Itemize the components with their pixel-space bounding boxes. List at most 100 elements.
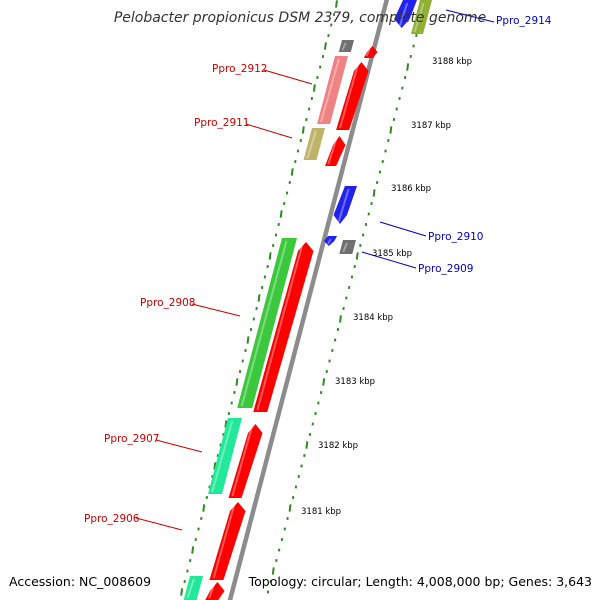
gene-2910 xyxy=(333,186,357,224)
gene-2909-a-shape xyxy=(323,236,337,246)
leader-ppro_2908 xyxy=(191,303,241,317)
label-leader-lines xyxy=(135,9,495,531)
gene-2914-b xyxy=(411,0,432,34)
gene-2914-highlight xyxy=(398,2,409,27)
gene-gray-top-highlight xyxy=(341,42,347,51)
ruler-dot xyxy=(257,294,261,302)
cds-2911 xyxy=(325,136,346,166)
cds-2907-shape xyxy=(228,424,263,498)
gene-features xyxy=(183,0,432,600)
cds-2908 xyxy=(253,242,314,412)
ruler-tick-label: 3187 kbp xyxy=(411,121,451,131)
gene-label-ppro_2910: Ppro_2910 xyxy=(428,231,483,243)
gene-2911 xyxy=(303,128,325,160)
gene-2908 xyxy=(237,238,297,408)
gene-label-ppro_2914: Ppro_2914 xyxy=(496,15,552,27)
gene-2912-highlight xyxy=(320,58,340,123)
accession-label: Accession: NC_008609 xyxy=(9,574,152,589)
ruler-tick-label: 3184 kbp xyxy=(353,313,393,323)
ruler-tick-label: 3181 kbp xyxy=(301,507,341,517)
ruler-dot xyxy=(268,252,272,260)
gene-2911-shape xyxy=(303,128,325,160)
ruler-dot xyxy=(180,588,184,596)
gene-2905 xyxy=(183,576,203,600)
ruler-dot xyxy=(288,504,292,512)
gene-gray-top xyxy=(338,40,354,52)
ruler-dot xyxy=(406,63,410,71)
ruler-tick-label: 3185 kbp xyxy=(372,249,412,259)
ruler-dot xyxy=(235,378,239,386)
cds-2907 xyxy=(228,424,263,498)
gene-label-ppro_2909: Ppro_2909 xyxy=(418,263,473,275)
ruler-dot xyxy=(372,189,376,197)
gene-2910-shape xyxy=(333,186,357,224)
ruler-tick-label: 3188 kbp xyxy=(432,57,472,67)
map-title: Pelobacter propionicus DSM 2379, complet… xyxy=(113,10,487,26)
ruler-dot xyxy=(312,84,316,92)
cds-2906-highlight xyxy=(212,504,236,579)
gene-2909-shape xyxy=(339,240,356,254)
gene-2905-shape xyxy=(183,576,203,600)
backbone xyxy=(227,0,390,600)
gene-2912-shape xyxy=(317,56,348,124)
gene-2909-a xyxy=(323,236,337,246)
gene-2914-b-highlight xyxy=(413,2,425,33)
leader-ppro_2914 xyxy=(445,9,495,23)
ruler-tick-labels: 3188 kbp 3187 kbp 3186 kbp 3185 kbp 3184 kbp… xyxy=(301,57,472,517)
gene-2914 xyxy=(394,0,417,28)
cds-2912-a-shape xyxy=(363,46,378,58)
ruler-dot xyxy=(322,378,326,386)
gene-2907-highlight xyxy=(211,420,234,493)
cds-2907-highlight xyxy=(231,426,253,497)
gene-2907 xyxy=(207,418,242,494)
ruler-dot xyxy=(191,546,195,554)
gene-label-ppro_2911: Ppro_2911 xyxy=(194,117,249,129)
cds-2912-shape xyxy=(336,62,369,130)
cds-2905-highlight xyxy=(208,584,215,599)
gene-2908-highlight xyxy=(240,240,288,407)
ruler-dot xyxy=(339,315,342,323)
gene-2909-a-highlight xyxy=(327,238,332,245)
ruler-dots xyxy=(180,0,426,596)
backbone-line xyxy=(227,0,390,600)
leader-ppro_2912 xyxy=(263,69,313,85)
gene-2910-highlight xyxy=(337,188,350,223)
gene-gray-top-shape xyxy=(338,40,354,52)
cds-2912-a xyxy=(363,46,378,58)
cds-2905-shape xyxy=(205,582,225,600)
ruler-dot xyxy=(271,567,275,575)
gene-label-ppro_2908: Ppro_2908 xyxy=(140,297,195,309)
ruler-dot xyxy=(389,126,393,134)
cds-2912 xyxy=(336,62,369,130)
ruler-dot xyxy=(202,504,206,512)
ruler-dot xyxy=(290,168,294,176)
ruler-dot xyxy=(246,336,250,344)
genome-summary: Topology: circular; Length: 4,008,000 bp… xyxy=(248,574,592,589)
gene-2905-highlight xyxy=(186,578,195,599)
gene-label-ppro_2906: Ppro_2906 xyxy=(84,513,140,525)
outer-ruler xyxy=(266,0,426,594)
cds-2905 xyxy=(205,582,225,600)
ruler-dot xyxy=(279,210,283,218)
ruler-dot xyxy=(323,42,327,50)
leader-ppro_2910 xyxy=(379,221,427,237)
ruler-dot xyxy=(301,126,305,134)
cds-2911-highlight xyxy=(327,138,338,165)
cds-2906 xyxy=(209,502,246,580)
cds-2911-shape xyxy=(325,136,346,166)
inner-ruler xyxy=(180,0,338,596)
gene-2912 xyxy=(317,56,348,124)
ruler-dot xyxy=(335,0,338,8)
ruler-dot xyxy=(355,252,359,260)
cds-2912-highlight xyxy=(339,64,359,129)
gene-2908-shape xyxy=(237,238,297,408)
leader-ppro_2911 xyxy=(245,123,293,139)
gene-label-ppro_2912: Ppro_2912 xyxy=(212,63,267,75)
gene-label-ppro_2907: Ppro_2907 xyxy=(104,433,159,445)
ruler-dot xyxy=(213,462,217,470)
gene-labels: Ppro_2914 Ppro_2912 Ppro_2911 Ppro_2910 Ppro… xyxy=(84,15,552,525)
ruler-dot xyxy=(305,441,309,449)
cds-2908-highlight xyxy=(256,244,304,411)
cds-2908-shape xyxy=(253,242,314,412)
